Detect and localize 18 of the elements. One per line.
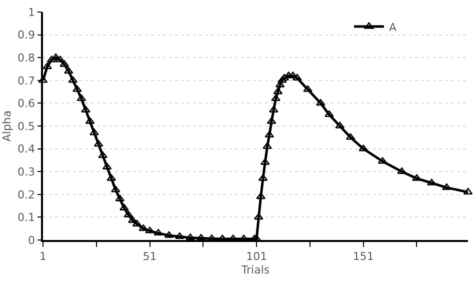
y-tick-label: 1 <box>28 6 36 19</box>
y-axis-title: Alpha <box>0 110 14 142</box>
y-tick-label: 0.4 <box>18 142 36 156</box>
y-tick-label: 0.5 <box>18 120 36 133</box>
y-tick-label: 0.3 <box>18 165 36 178</box>
y-tick-label: 0.1 <box>18 211 36 224</box>
x-tick-label: 151 <box>352 250 374 263</box>
y-tick-label: 0.9 <box>18 28 36 42</box>
y-tick-label: 0.8 <box>18 51 36 64</box>
y-tick-label: 0.6 <box>18 97 36 110</box>
x-tick-label: 51 <box>142 250 157 263</box>
x-axis-title: Trials <box>240 264 270 277</box>
y-tick-label: 0.2 <box>18 188 36 202</box>
y-tick-label: 0 <box>28 234 36 247</box>
legend-label: A <box>389 20 397 34</box>
x-tick-label: 1 <box>40 250 46 263</box>
x-tick-label: 101 <box>246 250 268 263</box>
y-tick-label: 0.7 <box>18 74 36 88</box>
